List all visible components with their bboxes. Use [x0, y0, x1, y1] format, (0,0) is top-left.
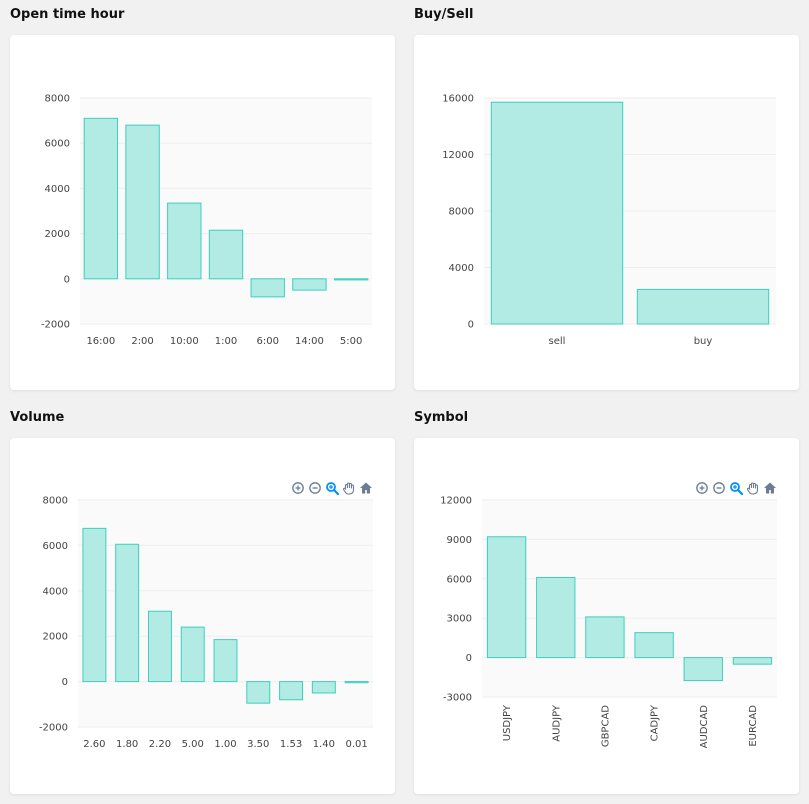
bar-2-20[interactable] [147, 610, 172, 683]
x-tick-label: 1.40 [313, 739, 335, 750]
chart-toolbar [291, 480, 373, 496]
x-tick-label: 1.53 [280, 739, 302, 750]
volume-chart-card: 8000 6000 4000 2000 0 -2000 2.60 1.80 2.20 5.00 1.… [10, 438, 395, 794]
y-tick-label: -2000 [39, 723, 68, 734]
bar-1-80[interactable] [115, 543, 140, 683]
bar-14-00[interactable] [292, 278, 327, 291]
chart-toolbar [695, 480, 777, 496]
zoom-in-icon[interactable] [291, 480, 305, 494]
x-tick-label: AUDJPY [551, 704, 562, 742]
bar-2-60[interactable] [82, 527, 107, 683]
bar-chart-svg: 8000 6000 4000 2000 0 -2000 16:00 2:00 10:00 1:00… [41, 94, 372, 347]
y-tick-label: 6000 [45, 139, 70, 150]
x-tick-label: 14:00 [295, 336, 324, 347]
buy-sell-chart-card: 16000 12000 8000 4000 0 sell buy [414, 35, 799, 390]
bar-2-00[interactable] [125, 124, 160, 280]
x-tick-label: EURCAD [748, 705, 759, 747]
bar-buy[interactable] [636, 288, 770, 325]
bar-gbpcad[interactable] [585, 616, 625, 659]
y-tick-label: 4000 [45, 184, 70, 195]
x-tick-label: sell [549, 336, 566, 347]
x-tick-label: GBPCAD [600, 705, 611, 747]
symbol-chart-card: 12000 9000 6000 3000 0 -3000 USDJPY AUDJPY GBPCA… [414, 438, 799, 794]
bar-10-00[interactable] [167, 202, 202, 280]
bar-audcad[interactable] [683, 657, 723, 682]
open-time-hour-chart-card: 8000 6000 4000 2000 0 -2000 16:00 2:00 10:00 1:00… [10, 35, 395, 390]
x-tick-label: 1:00 [215, 336, 237, 347]
bar-chart-svg: 12000 9000 6000 3000 0 -3000 USDJPY AUDJPY GBPCA… [440, 496, 777, 749]
x-tick-label: 2.60 [83, 739, 105, 750]
bar-chart-svg: 8000 6000 4000 2000 0 -2000 2.60 1.80 2.20 5.00 1.… [39, 496, 373, 750]
zoom-out-icon[interactable] [308, 480, 322, 494]
y-tick-label: 9000 [447, 535, 472, 546]
bar-audjpy[interactable] [536, 576, 576, 659]
home-icon[interactable] [763, 480, 777, 494]
x-tick-label: 1.80 [116, 739, 138, 750]
bar-eurcad[interactable] [732, 657, 773, 665]
bar-cadjpy[interactable] [634, 632, 674, 659]
bar-1-40[interactable] [311, 681, 336, 694]
bar-1-00[interactable] [208, 229, 244, 280]
y-tick-label: 12000 [440, 496, 472, 507]
x-tick-label: 5:00 [340, 336, 362, 347]
chart-title-symbol: Symbol [414, 410, 469, 425]
y-tick-label: 8000 [449, 207, 474, 218]
chart-title-open-time-hour: Open time hour [10, 7, 125, 22]
y-tick-label: 16000 [442, 94, 474, 105]
bar-6-00[interactable] [250, 278, 285, 298]
zoom-out-icon[interactable] [712, 480, 726, 494]
x-tick-label: 1.00 [214, 739, 236, 750]
zoom-in-icon[interactable] [695, 480, 709, 494]
x-tick-label: 6:00 [256, 336, 278, 347]
bar-sell[interactable] [490, 101, 624, 325]
x-tick-label: AUDCAD [699, 705, 710, 749]
bar-5-00[interactable] [333, 278, 369, 281]
bar-usdjpy[interactable] [486, 536, 527, 659]
y-tick-label: 4000 [449, 263, 474, 274]
bar-1-00[interactable] [213, 639, 238, 683]
bar-5-00[interactable] [180, 626, 205, 683]
plot-area [80, 98, 372, 324]
bar-1-53[interactable] [279, 681, 304, 701]
y-tick-label: 0 [62, 677, 68, 688]
bar-0-01[interactable] [344, 681, 369, 684]
y-tick-label: 0 [64, 274, 70, 285]
home-icon[interactable] [359, 480, 373, 494]
x-tick-label: 0.01 [345, 739, 367, 750]
y-tick-label: 8000 [43, 496, 68, 507]
x-tick-label: CADJPY [650, 704, 661, 741]
x-tick-label: buy [694, 336, 713, 347]
x-tick-label: 16:00 [86, 336, 115, 347]
y-tick-label: 8000 [45, 94, 70, 105]
bar-chart-svg: 16000 12000 8000 4000 0 sell buy [442, 94, 776, 347]
y-tick-label: 6000 [447, 574, 472, 585]
y-tick-label: 0 [466, 653, 472, 664]
bar-3-50[interactable] [246, 681, 271, 704]
x-tick-label: 2:00 [131, 336, 153, 347]
y-tick-label: 6000 [43, 541, 68, 552]
y-tick-label: 3000 [447, 614, 472, 625]
y-tick-label: 4000 [43, 586, 68, 597]
pan-icon[interactable] [342, 480, 356, 495]
y-tick-label: -3000 [443, 693, 472, 704]
y-tick-label: 2000 [43, 632, 68, 643]
x-tick-label: 5.00 [182, 739, 204, 750]
y-tick-label: 0 [468, 320, 474, 331]
y-tick-label: 2000 [45, 229, 70, 240]
zoom-select-icon[interactable] [325, 480, 340, 496]
plot-area [482, 500, 777, 697]
pan-icon[interactable] [746, 480, 760, 495]
x-tick-label: 3.50 [247, 739, 269, 750]
chart-title-buy-sell: Buy/Sell [414, 7, 474, 22]
y-tick-label: -2000 [41, 320, 70, 331]
chart-title-volume: Volume [10, 410, 65, 425]
zoom-select-icon[interactable] [729, 480, 744, 496]
y-tick-label: 12000 [442, 150, 474, 161]
bar-16-00[interactable] [83, 117, 119, 280]
x-tick-label: USDJPY [502, 704, 513, 741]
x-tick-label: 2.20 [149, 739, 171, 750]
x-tick-label: 10:00 [170, 336, 199, 347]
